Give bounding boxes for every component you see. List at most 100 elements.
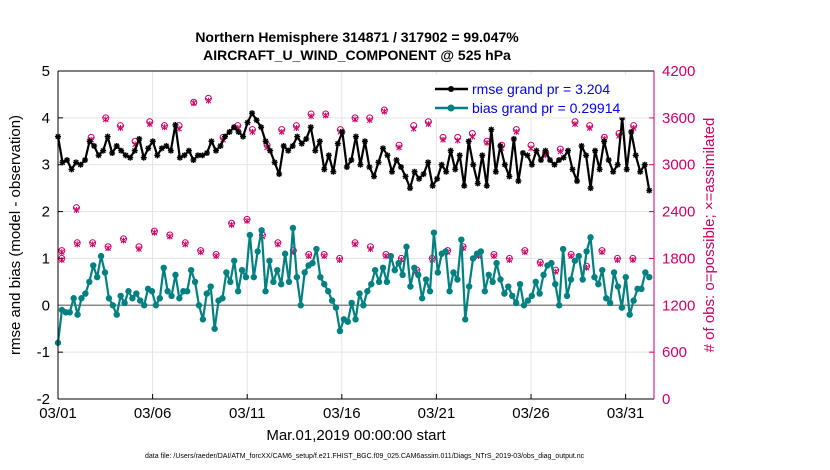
rmse-point-stroke bbox=[605, 157, 612, 163]
bias-point bbox=[328, 297, 336, 304]
rmse-point bbox=[641, 161, 648, 168]
rmse-point bbox=[149, 138, 156, 145]
bias-point bbox=[140, 302, 148, 309]
rmse-point bbox=[348, 157, 355, 164]
rmse-point bbox=[334, 140, 341, 147]
rmse-point-stroke bbox=[353, 133, 359, 140]
rmse-point-stroke bbox=[587, 185, 594, 191]
bias-point bbox=[477, 248, 485, 255]
x-tick-label: 03/31 bbox=[607, 405, 645, 422]
bias-point bbox=[403, 243, 410, 250]
obs-assimilated-marker bbox=[161, 124, 168, 131]
rmse-point bbox=[280, 142, 287, 149]
rmse-point-stroke bbox=[330, 169, 337, 175]
bias-point bbox=[509, 292, 516, 300]
bias-point bbox=[505, 283, 512, 290]
rmse-point-stroke bbox=[393, 157, 400, 163]
bias-point bbox=[599, 266, 606, 274]
rmse-point-stroke bbox=[145, 145, 151, 152]
rmse-point-stroke bbox=[646, 187, 652, 194]
obs-assimilated-marker bbox=[249, 128, 256, 135]
bias-point bbox=[117, 292, 124, 300]
rmse-point-stroke bbox=[190, 157, 197, 163]
rmse-point-stroke bbox=[511, 136, 517, 142]
obs-assimilated-marker bbox=[410, 125, 417, 132]
rmse-point-stroke bbox=[267, 147, 273, 154]
bias-point bbox=[82, 290, 89, 297]
rmse-point bbox=[596, 166, 603, 173]
rmse-point-stroke bbox=[452, 166, 458, 173]
rmse-point bbox=[244, 119, 251, 126]
rmse-point bbox=[199, 152, 206, 159]
rmse-point-stroke bbox=[547, 157, 553, 163]
legend-bias-label: bias grand pr = 0.29914 bbox=[472, 100, 620, 116]
rmse-point-stroke bbox=[113, 143, 120, 149]
bias-point bbox=[360, 302, 367, 309]
rmse-point bbox=[447, 147, 454, 154]
bias-point bbox=[497, 276, 504, 283]
rmse-point-stroke bbox=[488, 126, 494, 133]
rmse-point-stroke bbox=[551, 162, 558, 168]
y-tick-label: 3 bbox=[42, 157, 50, 174]
bias-point bbox=[281, 250, 289, 257]
rmse-point-stroke bbox=[429, 183, 436, 189]
rmse-point-stroke bbox=[479, 152, 485, 159]
rmse-point bbox=[136, 135, 143, 142]
y-tick-label: -2 bbox=[37, 391, 50, 408]
bias-point bbox=[348, 299, 355, 307]
rmse-point-stroke bbox=[82, 157, 88, 163]
rmse-point-stroke bbox=[231, 124, 237, 130]
bias-point bbox=[309, 259, 316, 267]
bias-point bbox=[250, 273, 257, 281]
bias-point bbox=[395, 259, 402, 267]
rmse-point-stroke bbox=[86, 138, 93, 144]
obs-assimilated-marker bbox=[190, 100, 197, 107]
obs-assimilated-marker bbox=[102, 116, 109, 123]
rmse-point bbox=[411, 168, 418, 175]
bias-point bbox=[336, 327, 344, 335]
rmse-point-stroke bbox=[515, 178, 522, 184]
bias-point bbox=[78, 295, 85, 302]
rmse-point-stroke bbox=[181, 152, 188, 159]
rmse-point-stroke bbox=[123, 152, 129, 159]
rmse-point-stroke bbox=[344, 164, 350, 170]
rmse-point-stroke bbox=[132, 147, 138, 154]
rmse-point-stroke bbox=[222, 133, 228, 140]
rmse-point bbox=[330, 168, 337, 175]
bias-point bbox=[352, 316, 359, 323]
obs-assimilated-marker bbox=[117, 125, 124, 132]
rmse-point bbox=[388, 168, 395, 175]
bias-point bbox=[211, 325, 218, 332]
y-right-tick-label: 3600 bbox=[662, 110, 695, 127]
rmse-point bbox=[546, 157, 553, 164]
rmse-point bbox=[501, 161, 508, 168]
rmse-point bbox=[375, 159, 382, 166]
rmse-point-stroke bbox=[425, 159, 431, 166]
bias-point bbox=[610, 269, 618, 276]
legend-box bbox=[427, 74, 653, 118]
bias-point bbox=[520, 302, 528, 309]
obs-assimilated-marker bbox=[454, 137, 461, 144]
rmse-point bbox=[82, 157, 89, 164]
rmse-point bbox=[519, 150, 526, 156]
rmse-point-stroke bbox=[177, 154, 183, 161]
rmse-point-stroke bbox=[542, 147, 549, 154]
obs-assimilated-marker bbox=[322, 112, 329, 119]
bias-point bbox=[563, 292, 571, 300]
bias-point bbox=[591, 273, 598, 281]
rmse-point bbox=[127, 154, 134, 161]
rmse-point bbox=[73, 159, 80, 166]
rmse-point-stroke bbox=[199, 152, 206, 159]
rmse-point-stroke bbox=[443, 169, 449, 175]
rmse-point-stroke bbox=[569, 166, 576, 173]
bias-point bbox=[344, 318, 351, 325]
bias-point bbox=[387, 252, 395, 260]
rmse-point bbox=[578, 142, 585, 149]
obs-assimilated-marker bbox=[557, 148, 564, 155]
obs-assimilated-marker bbox=[440, 136, 446, 143]
rmse-point-stroke bbox=[168, 147, 174, 154]
rmse-point bbox=[190, 157, 197, 164]
rmse-point bbox=[100, 147, 107, 154]
rmse-point-stroke bbox=[434, 176, 440, 182]
rmse-point bbox=[212, 147, 219, 154]
